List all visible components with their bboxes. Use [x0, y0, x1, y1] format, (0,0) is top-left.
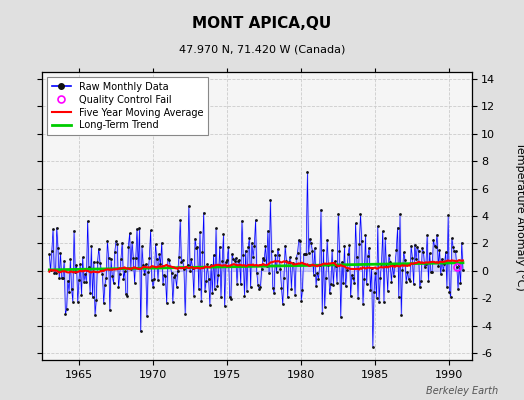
Y-axis label: Temperature Anomaly (°C): Temperature Anomaly (°C)	[515, 142, 524, 290]
Text: Berkeley Earth: Berkeley Earth	[425, 386, 498, 396]
Text: 47.970 N, 71.420 W (Canada): 47.970 N, 71.420 W (Canada)	[179, 44, 345, 54]
Text: MONT APICA,QU: MONT APICA,QU	[192, 16, 332, 31]
Legend: Raw Monthly Data, Quality Control Fail, Five Year Moving Average, Long-Term Tren: Raw Monthly Data, Quality Control Fail, …	[47, 77, 208, 135]
